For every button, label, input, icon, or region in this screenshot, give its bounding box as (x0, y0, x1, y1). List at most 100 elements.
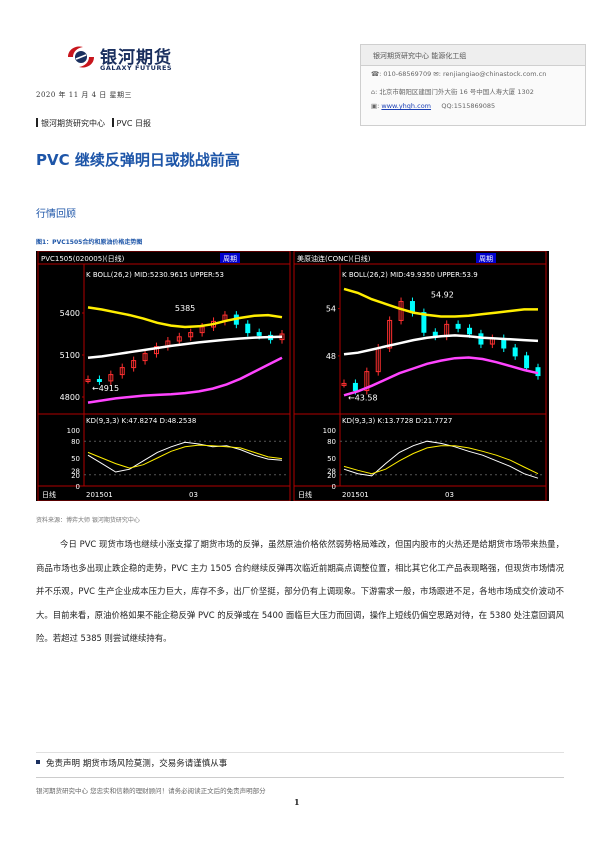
candle (455, 323, 461, 329)
series-line-lower (343, 356, 539, 397)
chart-window-title: PVC1505(020005)(日线) (41, 254, 125, 263)
web-icon: ▣ (371, 102, 378, 110)
price-tick-label: 48 (326, 352, 336, 361)
kd-tick-label: 80 (327, 438, 336, 446)
candle (421, 312, 427, 333)
divider (36, 777, 564, 778)
contact-phone-row: ☎: 010-68569709 ✉: renjiangiao@chinastoc… (371, 70, 547, 78)
kd-line-d (343, 445, 539, 475)
candle (364, 371, 370, 392)
price-tick-label: 5400 (60, 309, 80, 318)
chart-period-tag: 周期 (223, 255, 237, 263)
overlay-label: K BOLL(26,2) MID:49.9350 UPPER:53.9 (342, 271, 478, 279)
kd-tick-label: 0 (332, 483, 336, 491)
divider (36, 752, 564, 753)
report-date: 2020 年 11 月 4 日 星期三 (36, 91, 133, 99)
price-annotation: ←43.58 (348, 394, 378, 403)
x-axis-label: 201501 (86, 491, 113, 499)
logo-text-cn: 银河期货 (100, 48, 172, 68)
candle (153, 346, 159, 355)
candle (96, 379, 102, 382)
x-axis-label: 03 (189, 491, 198, 499)
candle (341, 382, 347, 386)
chart-figure: PVC1505(020005)(日线) 周期 K BOLL(26,2) MID:52… (36, 250, 549, 502)
section-heading: 行情回顾 (36, 209, 76, 220)
contact-box: 银河期货研究中心 能源化工组 ☎: 010-68569709 ✉: renjia… (360, 44, 586, 126)
chart-panel (37, 250, 291, 502)
contact-address: 北京市朝阳区建国门外大街 16 号中国人寿大厦 1302 (379, 88, 534, 96)
price-annotation: 54.92 (431, 290, 454, 299)
candle (85, 379, 91, 382)
kd-label: KD(9,3,3) K:13.7728 D:21.7727 (342, 417, 452, 425)
chart-svg: PVC1505(020005)(日线) 周期 K BOLL(26,2) MID:52… (37, 250, 547, 502)
kd-label: KD(9,3,3) K:47.8274 D:48.2538 (86, 417, 196, 425)
candle (142, 353, 148, 362)
breadcrumb-bar (111, 118, 114, 127)
breadcrumb-bar (36, 118, 38, 127)
chart-window-title: 美原油连(CONC)(日线) (297, 254, 371, 263)
galaxy-logo-icon (68, 46, 94, 68)
candle (245, 323, 251, 334)
kd-tick-label-minor: 28 (327, 467, 336, 475)
contact-phone: 010-68569709 (383, 70, 432, 78)
price-tick-label: 5100 (60, 351, 80, 360)
page-title: PVC 继续反弹明日或挑战前高 (36, 151, 240, 169)
price-annotation: ←4915 (92, 384, 119, 393)
bullet-icon (36, 760, 40, 764)
series-line-lower (87, 356, 283, 404)
breadcrumb-item-report: PVC 日报 (116, 119, 151, 128)
figure-caption: 图1：PVC1505合约和原油价格走势图 (36, 239, 143, 246)
kd-tick-label: 100 (323, 427, 336, 435)
candle (352, 382, 358, 392)
series-line-mid (87, 335, 283, 360)
candle (176, 336, 182, 342)
kd-tick-label: 100 (67, 427, 80, 435)
mail-icon: ✉ (433, 70, 439, 78)
candle (512, 347, 518, 357)
candle (131, 360, 137, 369)
contact-qq: QQ:1515869085 (441, 102, 496, 110)
body-paragraph: 今日 PVC 现货市场也继续小涨支撑了期货市场的反弹，虽然原油价格依然弱势格局难… (36, 539, 564, 643)
contact-web-row: ▣: www.yhqh.com QQ:1515869085 (371, 102, 496, 110)
contact-email: renjiangiao@chinastock.com.cn (443, 70, 547, 78)
chart-panel (293, 250, 547, 502)
chart-period-tag: 周期 (479, 255, 493, 263)
candle (119, 367, 125, 376)
website-link[interactable]: www.yhqh.com (381, 102, 432, 110)
kd-tick-label: 20 (71, 472, 80, 480)
kd-tick-label: 50 (71, 455, 80, 463)
candle (256, 332, 262, 336)
series-line-upper (87, 306, 283, 329)
kd-line-k (87, 441, 283, 473)
candle (108, 374, 114, 382)
x-axis-label: 201501 (342, 491, 369, 499)
period-tag-bg (220, 253, 240, 263)
breadcrumb: 银河期货研究中心 PVC 日报 (36, 118, 151, 129)
kd-tick-label: 50 (327, 455, 336, 463)
x-axis-label: 03 (445, 491, 454, 499)
kd-tick-label: 80 (71, 438, 80, 446)
candle (387, 319, 393, 349)
candle (467, 327, 473, 335)
candle (188, 332, 194, 338)
price-tick-label: 4800 (60, 393, 80, 402)
phone-icon: ☎ (371, 70, 380, 78)
x-axis-label: 日线 (298, 490, 312, 499)
kd-tick-label-minor: 28 (71, 467, 80, 475)
kd-tick-label: 20 (327, 472, 336, 480)
price-annotation: 5385 (175, 304, 195, 313)
contact-address-row: ⌂: 北京市朝阳区建国门外大街 16 号中国人寿大厦 1302 (371, 88, 534, 96)
building-icon: ⌂ (371, 88, 376, 96)
series-line-mid (343, 334, 539, 356)
footer-text: 银河期货研究中心 您忠实和信赖的理财顾问！请务必阅读正文后的免责声明部分 (36, 787, 266, 795)
page-number: 1 (294, 797, 300, 807)
logo-text-en: GALAXY FUTURES (100, 64, 173, 72)
breadcrumb-item-center: 银河期货研究中心 (41, 119, 105, 128)
period-tag-bg (476, 253, 496, 263)
kd-line-d (87, 444, 283, 469)
contact-header: 银河期货研究中心 能源化工组 (361, 45, 585, 66)
kd-tick-label: 0 (76, 483, 80, 491)
price-tick-label: 54 (326, 305, 336, 314)
figure-source: 资料来源：博弈大师 银河期货研究中心 (36, 517, 140, 524)
candle (524, 355, 530, 369)
